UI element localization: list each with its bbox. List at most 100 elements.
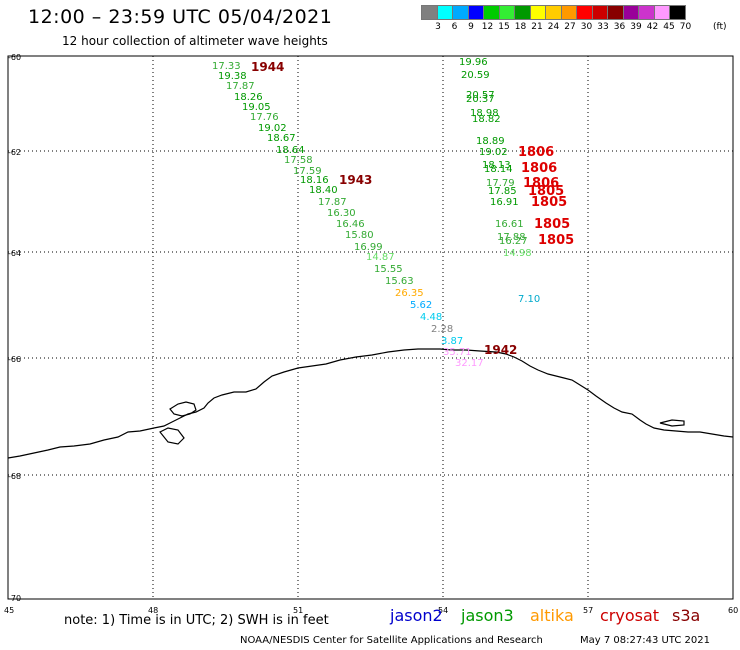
scale-label: 42 (646, 22, 659, 32)
wave-height-value: 16.30 (327, 208, 356, 219)
lon-label: 54 (438, 606, 448, 615)
chart-title: 12:00 – 23:59 UTC 05/04/2021 (28, 6, 333, 28)
scale-swatch (545, 5, 562, 20)
lat-label: -62 (8, 148, 21, 157)
coastline-inlet-2 (159, 427, 185, 445)
wave-height-value: 17.79 (486, 178, 515, 189)
wave-height-value: 18.67 (267, 133, 296, 144)
legend-altika: altika (530, 606, 574, 625)
color-scale-swatches (421, 5, 686, 20)
scale-swatch (560, 5, 577, 20)
legend-s3a: s3a (672, 606, 700, 625)
scale-label: 30 (580, 22, 593, 32)
scale-label: 9 (468, 22, 474, 32)
wave-height-value: 17.58 (284, 155, 313, 166)
scale-swatch (483, 5, 500, 20)
scale-label: 6 (451, 22, 458, 32)
track-1806: 19.96 20.59 20.57 20.37 18.98 18.82 18.8… (459, 57, 559, 208)
wave-height-value: 5.62 (410, 300, 432, 311)
scale-swatch (514, 5, 531, 20)
wave-height-value: 16.27 (499, 236, 528, 247)
scale-swatch (638, 5, 655, 20)
legend-label: jason2 (390, 606, 443, 625)
wave-height-value: 35.71 (443, 347, 472, 358)
track-time-label: 1805 (534, 217, 570, 232)
legend-label: altika (530, 606, 574, 625)
wave-height-value: 16.46 (336, 219, 365, 230)
scale-label: 70 (679, 22, 692, 32)
scale-label: 15 (498, 22, 510, 32)
track-time-label: 1942 (484, 343, 517, 357)
wave-height-value: 3.87 (441, 336, 463, 347)
coastline-inlet-3 (659, 419, 685, 427)
color-scale-labels: (ft) 3 6 9 12 15 18 21 24 27 30 33 36 39 42 45 70 (422, 20, 726, 34)
lat-label: -70 (8, 594, 21, 603)
legend-label: jason3 (461, 606, 514, 625)
chart-subtitle: 12 hour collection of altimeter wave hei… (62, 34, 328, 48)
wave-height-value: 7.10 (518, 294, 540, 305)
lon-labels: 45 48 51 54 57 60 (4, 606, 738, 615)
lat-label: -66 (8, 355, 21, 364)
track-time-label: 1943 (339, 173, 372, 187)
coastline (7, 348, 734, 459)
wave-height-value: 17.59 (293, 166, 322, 177)
wave-height-value: 18.14 (484, 164, 513, 175)
scale-swatch (622, 5, 639, 20)
scale-label: 39 (630, 22, 642, 32)
wave-height-value: 14.87 (366, 252, 395, 263)
wave-height-value: 32.17 (455, 358, 484, 369)
wave-height-value: 19.96 (459, 57, 488, 68)
scale-label: 12 (481, 22, 494, 32)
wave-height-value: 19.05 (242, 102, 271, 113)
legend-label: cryosat (600, 606, 660, 625)
wave-height-value: 17.33 (212, 61, 241, 72)
wave-height-value: 15.63 (385, 276, 414, 287)
lon-label: 45 (4, 606, 14, 615)
wave-height-value: 16.99 (354, 242, 383, 253)
lat-label: -68 (8, 472, 21, 481)
wave-height-value: 17.87 (318, 197, 347, 208)
grid (8, 56, 733, 599)
wave-height-value: 19.02 (258, 123, 287, 134)
map-frame (7, 55, 734, 600)
legend-jason3: jason3 (461, 606, 514, 625)
track-time-label: 1806 (521, 161, 557, 176)
scale-swatch (591, 5, 608, 20)
generated-timestamp: May 7 08:27:43 UTC 2021 (580, 635, 710, 646)
track-1805: 1805 1805 16.61 17.88 16.27 14.98 7.10 1… (495, 184, 574, 305)
wave-height-value: 15.55 (374, 264, 403, 275)
scale-label: 18 (514, 22, 527, 32)
wave-height-value: 17.88 (497, 232, 526, 243)
track-time-label: 1944 (251, 60, 284, 74)
scale-swatch (421, 5, 438, 20)
scale-swatch (653, 5, 670, 20)
track-time-label: 1806 (523, 176, 559, 191)
wave-height-value: 17.87 (226, 81, 255, 92)
wave-height-value: 17.76 (250, 112, 279, 123)
legend-jason2: jason2 (390, 606, 443, 625)
scale-swatch (467, 5, 484, 20)
wave-height-value: 16.61 (495, 219, 524, 230)
scale-swatch (529, 5, 546, 20)
scale-swatch (607, 5, 624, 20)
scale-swatch (576, 5, 593, 20)
lat-label: -60 (8, 53, 21, 62)
wave-height-value: 18.26 (234, 92, 263, 103)
lon-label: 60 (728, 606, 738, 615)
wave-height-value: 2.28 (431, 324, 453, 335)
wave-height-value: 18.98 (470, 108, 499, 119)
wave-height-value: 4.48 (420, 312, 442, 323)
scale-label: 45 (663, 22, 675, 32)
wave-height-value: 18.40 (309, 185, 338, 196)
credit-text: NOAA/NESDIS Center for Satellite Applica… (240, 635, 543, 646)
color-scale: (ft) 3 6 9 12 15 18 21 24 27 30 33 36 39 42 45 70 (421, 5, 727, 34)
scale-swatch (669, 5, 686, 20)
scale-label: 3 (435, 22, 441, 32)
wave-height-value: 18.89 (476, 136, 505, 147)
scale-label: 27 (564, 22, 576, 32)
wave-height-value: 19.38 (218, 71, 247, 82)
track-time-label: 1805 (531, 195, 567, 210)
footer-note: note: 1) Time is in UTC; 2) SWH is in fe… (64, 613, 329, 628)
wave-height-value: 20.59 (461, 70, 490, 81)
wave-height-value: 18.13 (482, 160, 511, 171)
